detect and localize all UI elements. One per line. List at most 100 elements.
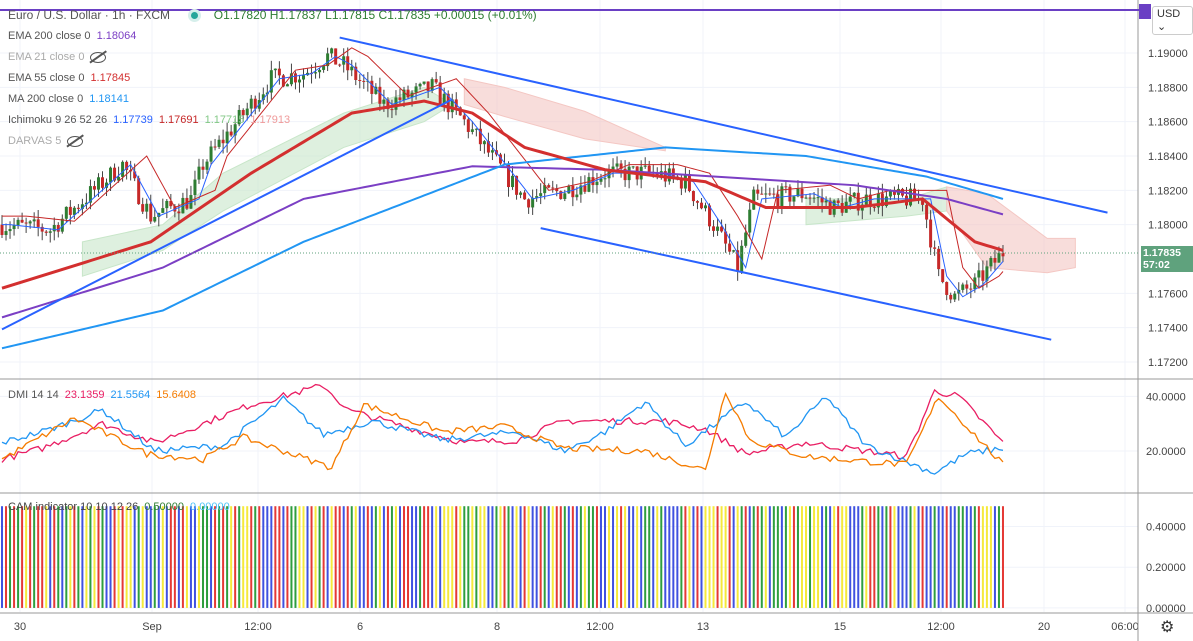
candle-down: [434, 79, 438, 83]
cam-bar: [286, 506, 289, 608]
legend-ma200[interactable]: MA 200 close 0 1.18141: [8, 93, 135, 105]
candle-down: [201, 166, 205, 170]
cam-bar: [841, 506, 844, 608]
cam-bar: [547, 506, 550, 608]
currency-select[interactable]: USD ⌄: [1152, 6, 1193, 35]
candle-down: [892, 190, 896, 195]
dmi-axis-tick: 40.0000: [1146, 391, 1186, 403]
candle-up: [864, 194, 868, 205]
cam-bar: [961, 506, 964, 608]
cam-bar: [443, 506, 446, 608]
candle-up: [563, 193, 567, 199]
cam-bar: [222, 506, 225, 608]
cam-bar: [664, 506, 667, 608]
candle-up: [575, 194, 579, 198]
cam-bar: [821, 506, 824, 608]
candle-up: [812, 197, 816, 199]
legend-label: DARVAS 5: [8, 135, 62, 147]
candle-up: [121, 161, 125, 177]
candle-down: [981, 270, 985, 281]
legend-ema21[interactable]: EMA 21 close 0: [8, 51, 107, 63]
candle-down: [820, 197, 824, 203]
time-axis-tick: 12:00: [244, 621, 272, 633]
cam-bar: [889, 506, 892, 608]
legend-cam[interactable]: CAM indicator 10 10 12 26 0.50000 0.00000: [8, 501, 236, 513]
legend-ema55[interactable]: EMA 55 close 0 1.17845: [8, 72, 136, 84]
cam-bar: [519, 506, 522, 608]
candle-down: [647, 165, 651, 172]
cam-bar: [881, 506, 884, 608]
candle-up: [193, 179, 197, 196]
cam-bar: [575, 506, 578, 608]
settings-gear-icon[interactable]: ⚙: [1160, 619, 1175, 636]
cam-bar: [985, 506, 988, 608]
candle-down: [555, 188, 559, 192]
candle-down: [679, 178, 683, 189]
cam-bar: [310, 506, 313, 608]
candle-up: [482, 141, 486, 145]
time-axis-tick: 15: [834, 621, 846, 633]
candle-down: [921, 198, 925, 205]
cam-bar: [193, 506, 196, 608]
symbol-header[interactable]: Euro / U.S. Dollar · 1h · FXCM O1.17820 …: [8, 8, 543, 22]
candle-up: [261, 94, 265, 101]
cam-bar: [65, 506, 68, 608]
candle-down: [169, 200, 173, 207]
legend-dmi[interactable]: DMI 14 14 23.1359 21.5564 15.6408: [8, 389, 202, 401]
cam-bar: [202, 506, 204, 608]
cam-bar: [756, 506, 759, 608]
cam-bar: [153, 506, 156, 608]
cam-bar: [640, 506, 643, 608]
cam-bar: [933, 506, 936, 608]
candle-down: [836, 200, 840, 204]
cam-bar: [776, 506, 779, 608]
hidden-eye-icon[interactable]: [67, 135, 84, 147]
candle-down: [241, 109, 245, 116]
hidden-eye-icon[interactable]: [90, 51, 107, 63]
cam-bar: [25, 506, 28, 608]
cam-bar: [688, 506, 691, 608]
legend-value: 1.17845: [90, 72, 131, 84]
cam-bar: [672, 506, 675, 608]
legend-ema200[interactable]: EMA 200 close 0 1.18064: [8, 30, 142, 42]
cam-bar: [370, 506, 373, 608]
candle-down: [486, 141, 490, 153]
candle-down: [44, 231, 48, 233]
candle-up: [442, 93, 446, 104]
cam-bar: [439, 506, 442, 608]
legend-ichimoku[interactable]: Ichimoku 9 26 52 26 1.17739 1.17691 1.17715…: [8, 114, 296, 126]
ma-line-ema200: [1, 165, 1004, 319]
candle-up: [607, 169, 611, 179]
cam-bar: [817, 506, 820, 608]
cam-bar: [684, 506, 687, 608]
candle-down: [221, 139, 225, 144]
candle-down: [213, 146, 217, 148]
candle-up: [876, 193, 880, 208]
candle-up: [205, 161, 209, 170]
cam-bar: [487, 506, 490, 608]
cam-bar: [861, 506, 864, 608]
candle-up: [105, 182, 109, 188]
cam-bar: [628, 506, 631, 608]
candle-up: [535, 196, 539, 198]
cam-bar: [929, 506, 932, 608]
cam-bar: [431, 506, 434, 608]
cam-bar: [511, 506, 514, 608]
cam-bar: [857, 506, 860, 608]
candle-up: [60, 218, 64, 232]
candle-down: [56, 225, 60, 232]
cam-axis-tick: 0.20000: [1146, 562, 1186, 574]
price-axis-tick: 1.18400: [1148, 151, 1188, 163]
candle-down: [386, 99, 390, 110]
candle-down: [728, 243, 732, 252]
time-axis-tick: Sep: [142, 621, 162, 633]
candle-up: [474, 128, 478, 130]
cam-bar: [977, 506, 980, 608]
legend-darvas[interactable]: DARVAS 5: [8, 135, 84, 147]
cam-bar: [668, 506, 671, 608]
candle-up: [4, 231, 8, 235]
cam-bar: [93, 506, 96, 608]
candle-up: [824, 200, 828, 203]
cam-bar: [298, 506, 301, 608]
